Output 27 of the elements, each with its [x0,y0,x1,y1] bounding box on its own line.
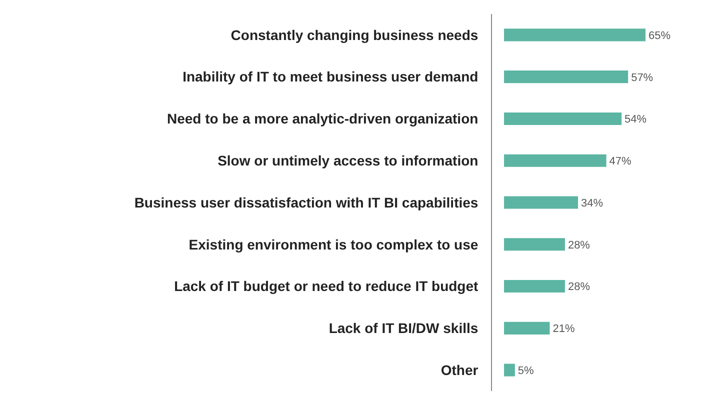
data-label: 21% [552,323,575,336]
y-tick-label: Lack of IT budget or need to reduce IT budget [174,278,479,294]
data-label: 57% [631,72,654,84]
data-label: 28% [568,281,590,294]
y-tick-label: Inability of IT to meet business user demand [182,68,478,85]
bar [504,154,606,167]
bar [504,112,622,126]
y-tick-label: Business user dissatisfaction with IT BI capabilities [134,194,478,210]
data-label: 47% [609,156,632,168]
y-tick-label: Lack of IT BI/DW skills [328,320,478,336]
y-tick-label: Existing environment is too complex to use [188,236,478,252]
bar [504,364,515,376]
y-tick-label: Constantly changing business needs [230,26,478,43]
y-tick-label: Other [440,362,479,378]
data-label: 5% [518,364,534,377]
data-label: 65% [648,30,671,42]
bar [504,70,628,84]
data-label: 28% [568,239,590,252]
y-tick-label: Need to be a more analytic-driven organization [167,110,478,127]
y-tick-label: Slow or untimely access to information [218,152,478,169]
bar [504,238,565,251]
data-label: 34% [581,197,604,210]
data-label: 54% [624,114,647,126]
bar [504,196,578,209]
bar [504,322,550,334]
bar [504,280,565,293]
bar [504,28,646,42]
